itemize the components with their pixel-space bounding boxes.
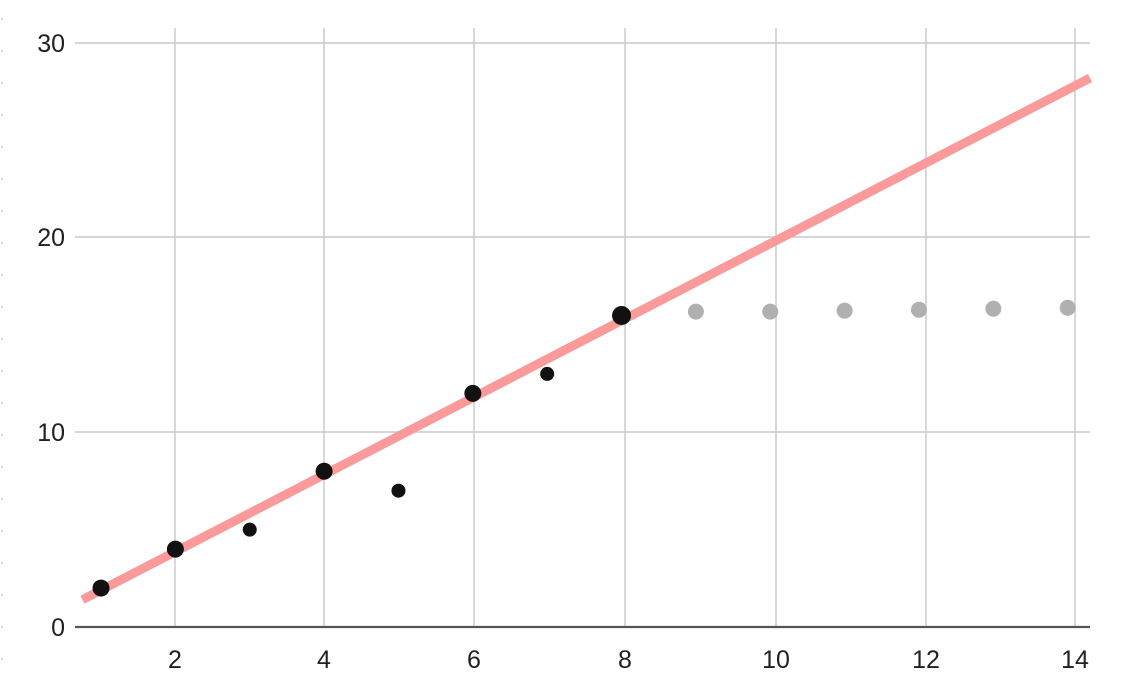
data-point-projected <box>836 302 853 319</box>
data-point-observed <box>92 579 110 597</box>
data-point-projected <box>687 303 704 320</box>
y-tick-label-20: 20 <box>37 224 65 252</box>
x-tick-label-2: 2 <box>168 646 182 674</box>
x-tick-labels: 2 4 6 8 10 12 14 <box>168 646 1089 674</box>
data-point-projected <box>910 301 927 318</box>
trend-line <box>80 74 1093 604</box>
x-tick-label-12: 12 <box>912 646 940 674</box>
data-point-projected <box>985 300 1002 317</box>
data-point-observed <box>464 384 482 402</box>
y-tick-label-0: 0 <box>51 614 65 642</box>
x-tick-label-6: 6 <box>467 646 481 674</box>
y-tick-label-10: 10 <box>37 419 65 447</box>
data-point-projected <box>762 303 779 320</box>
data-point-observed <box>540 366 555 381</box>
data-point-observed <box>391 483 406 498</box>
data-point-observed <box>612 306 632 326</box>
y-gridlines <box>75 42 1090 433</box>
x-tick-label-8: 8 <box>618 646 632 674</box>
x-tick-label-10: 10 <box>762 646 790 674</box>
observed-points-group <box>92 306 632 597</box>
y-tick-labels: 30 20 10 0 <box>37 30 65 642</box>
data-point-observed <box>242 522 257 537</box>
x-tick-label-4: 4 <box>317 646 331 674</box>
y-tick-label-30: 30 <box>37 30 65 58</box>
data-point-observed <box>166 540 184 558</box>
projected-points-group <box>687 299 1076 320</box>
data-point-projected <box>1059 299 1076 316</box>
x-gridlines <box>174 28 1076 627</box>
x-tick-label-14: 14 <box>1061 646 1089 674</box>
data-point-observed <box>315 462 333 480</box>
